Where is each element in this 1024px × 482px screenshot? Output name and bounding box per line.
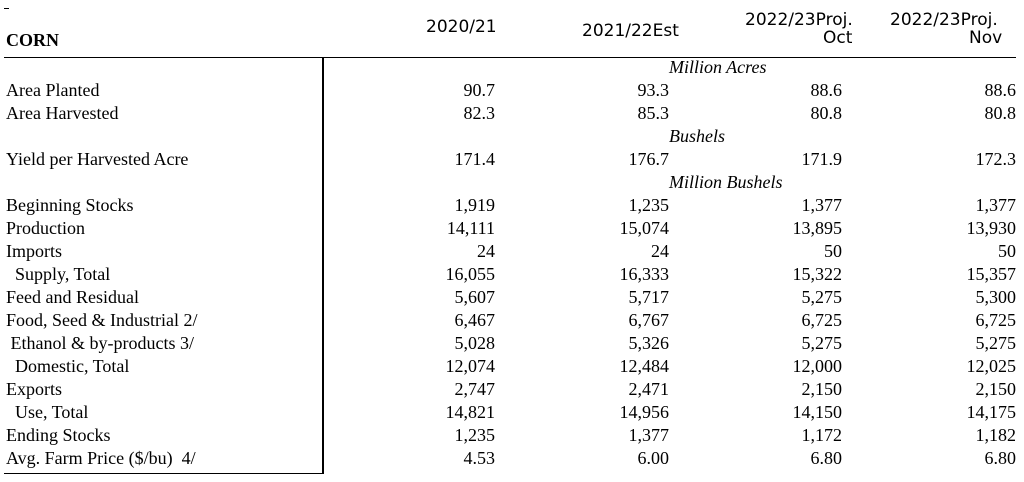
- table-cell: 12,074: [445, 356, 496, 376]
- header-rule-right: [322, 57, 1016, 58]
- table-cell: 80.8: [810, 103, 843, 123]
- row-label: Imports: [6, 241, 62, 261]
- table-cell: 6.80: [810, 448, 843, 468]
- table-cell: 93.3: [637, 80, 670, 100]
- row-label: Area Harvested: [6, 103, 119, 123]
- table-cell: 5,275: [801, 333, 843, 353]
- table-cell: 13,930: [966, 218, 1017, 238]
- table-cell: 6.00: [637, 448, 670, 468]
- unit-million-bushels: Million Bushels: [669, 172, 783, 192]
- unit-million-acres: Million Acres: [669, 57, 767, 77]
- table-cell: 5,300: [975, 287, 1017, 307]
- table-cell: 15,322: [792, 264, 843, 284]
- table-cell: 1,377: [628, 425, 670, 445]
- table-cell: 5,717: [628, 287, 670, 307]
- table-cell: 88.6: [810, 80, 843, 100]
- table-cell: 80.8: [984, 103, 1017, 123]
- column-header-2020-21: 2020/21: [426, 17, 497, 37]
- column-header-2022-23-oct: 2022/23Proj. Oct: [745, 10, 853, 48]
- table-cell: 4.53: [463, 448, 496, 468]
- row-label: Yield per Harvested Acre: [6, 149, 189, 169]
- table-cell: 82.3: [463, 103, 496, 123]
- row-label: Area Planted: [6, 80, 100, 100]
- table-cell: 13,895: [792, 218, 843, 238]
- table-cell: 50: [824, 241, 842, 261]
- table-cell: 2,747: [454, 379, 496, 399]
- table-cell: 16,055: [445, 264, 496, 284]
- table-cell: 12,000: [792, 356, 843, 376]
- table-cell: 1,172: [801, 425, 843, 445]
- row-label: Supply, Total: [6, 264, 111, 284]
- unit-bushels: Bushels: [669, 126, 725, 146]
- table-cell: 1,182: [975, 425, 1017, 445]
- table-cell: 5,028: [454, 333, 496, 353]
- table-cell: 5,326: [628, 333, 670, 353]
- table-cell: 6,767: [628, 310, 670, 330]
- row-label: Beginning Stocks: [6, 195, 134, 215]
- table-cell: 1,235: [628, 195, 670, 215]
- table-cell: 16,333: [619, 264, 670, 284]
- table-cell: 6,725: [975, 310, 1017, 330]
- table-cell: 85.3: [637, 103, 670, 123]
- table-cell: 14,821: [445, 402, 496, 422]
- row-label: Exports: [6, 379, 62, 399]
- table-cell: 1,235: [454, 425, 496, 445]
- table-cell: 1,919: [454, 195, 496, 215]
- table-title: CORN: [6, 30, 59, 50]
- corner-mark: [4, 8, 9, 9]
- table-cell: 6,725: [801, 310, 843, 330]
- table-cell: 2,150: [975, 379, 1017, 399]
- table-cell: 176.7: [628, 149, 670, 169]
- table-cell: 24: [477, 241, 495, 261]
- row-label: Avg. Farm Price ($/bu) 4/: [6, 448, 196, 468]
- bottom-rule: [4, 473, 323, 474]
- row-label: Domestic, Total: [6, 356, 130, 376]
- table-cell: 6.80: [984, 448, 1017, 468]
- row-label: Ending Stocks: [6, 425, 111, 445]
- table-cell: 1,377: [801, 195, 843, 215]
- row-label: Feed and Residual: [6, 287, 139, 307]
- table-cell: 15,357: [966, 264, 1017, 284]
- column-header-2021-22: 2021/22Est: [582, 21, 679, 41]
- table-cell: 14,175: [966, 402, 1017, 422]
- table-cell: 2,150: [801, 379, 843, 399]
- table-cell: 14,111: [446, 218, 495, 238]
- header-rule-left: [4, 57, 322, 58]
- row-label: Food, Seed & Industrial 2/: [6, 310, 198, 330]
- table-cell: 5,607: [454, 287, 496, 307]
- table-cell: 12,025: [966, 356, 1017, 376]
- row-label: Ethanol & by-products 3/: [6, 333, 194, 353]
- column-divider: [322, 57, 324, 474]
- table-cell: 14,150: [792, 402, 843, 422]
- table-cell: 171.9: [801, 149, 843, 169]
- table-cell: 5,275: [975, 333, 1017, 353]
- table-cell: 15,074: [619, 218, 670, 238]
- row-label: Production: [6, 218, 85, 238]
- table-cell: 1,377: [975, 195, 1017, 215]
- table-cell: 6,467: [454, 310, 496, 330]
- table-cell: 24: [651, 241, 669, 261]
- table-cell: 12,484: [619, 356, 670, 376]
- table-cell: 171.4: [454, 149, 496, 169]
- table-cell: 2,471: [628, 379, 670, 399]
- table-cell: 14,956: [619, 402, 670, 422]
- table-cell: 172.3: [975, 149, 1017, 169]
- table-cell: 90.7: [463, 80, 496, 100]
- table-cell: 88.6: [984, 80, 1017, 100]
- row-label: Use, Total: [6, 402, 89, 422]
- table-cell: 5,275: [801, 287, 843, 307]
- table-cell: 50: [998, 241, 1016, 261]
- column-header-2022-23-nov: 2022/23Proj. Nov: [890, 10, 1003, 48]
